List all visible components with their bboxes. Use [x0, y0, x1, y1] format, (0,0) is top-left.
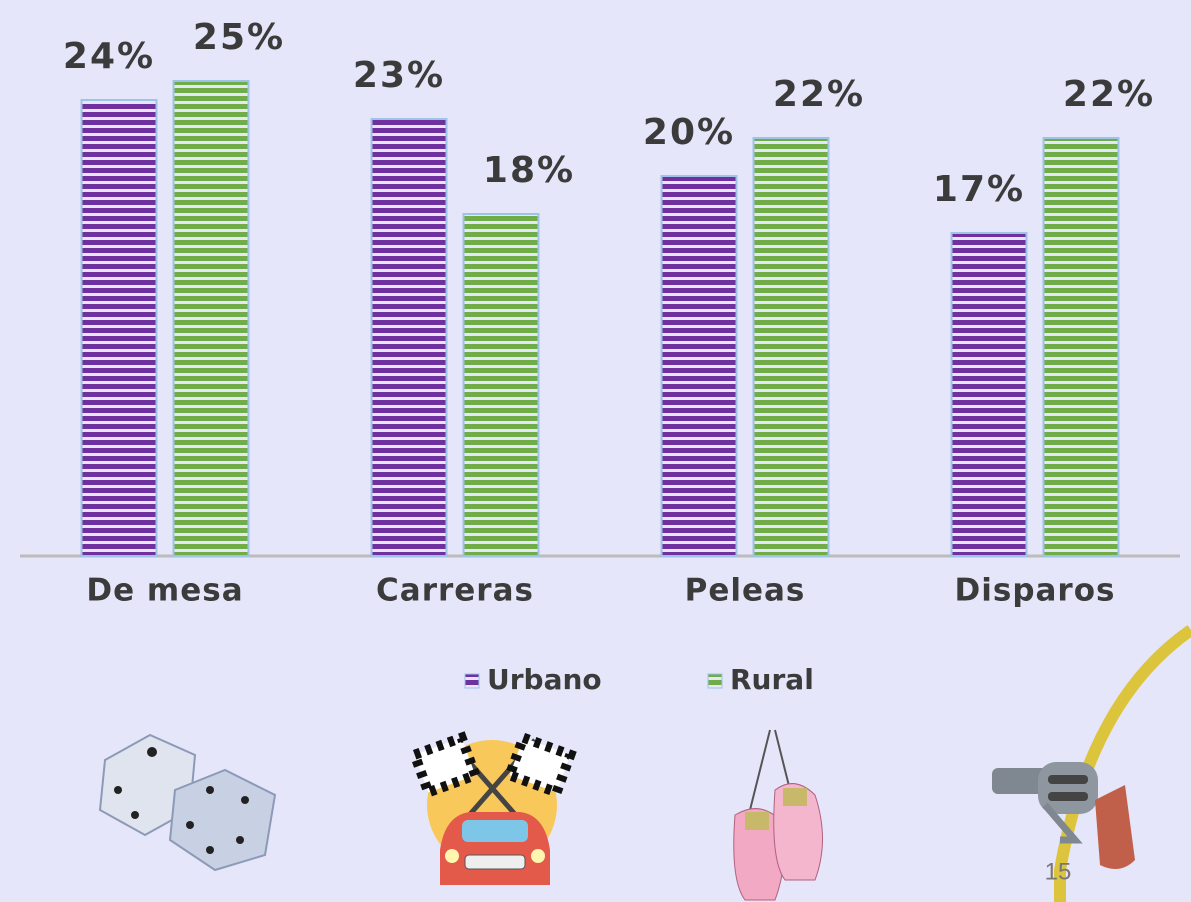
bar — [80, 99, 158, 557]
bar — [370, 118, 448, 557]
page-number: 15 — [1045, 858, 1072, 885]
bar — [660, 175, 738, 557]
legend-swatch — [707, 673, 723, 689]
value-label: 18% — [483, 150, 575, 191]
decor-arc — [1054, 625, 1191, 902]
value-label: 22% — [773, 74, 865, 115]
value-label: 25% — [193, 17, 285, 58]
gloves-icon — [733, 729, 823, 901]
x-tick-label: Carreras — [376, 573, 534, 609]
value-label: 22% — [1063, 74, 1155, 115]
bar — [462, 213, 540, 557]
legend-label: Urbano — [487, 663, 602, 696]
bar — [752, 137, 830, 557]
value-label: 20% — [643, 112, 735, 153]
value-label: 23% — [353, 55, 445, 96]
value-label: 24% — [63, 36, 155, 77]
legend-swatch — [464, 673, 480, 689]
x-tick-label: Peleas — [685, 573, 806, 609]
x-tick-label: Disparos — [955, 573, 1116, 609]
revolver-icon — [992, 762, 1135, 869]
racing-icon — [408, 731, 577, 885]
bar — [172, 80, 250, 557]
bar — [950, 232, 1028, 557]
bar — [1042, 137, 1120, 557]
legend-label: Rural — [730, 663, 814, 696]
dice-icon — [98, 733, 277, 872]
value-label: 17% — [933, 169, 1025, 210]
x-tick-label: De mesa — [86, 573, 243, 609]
